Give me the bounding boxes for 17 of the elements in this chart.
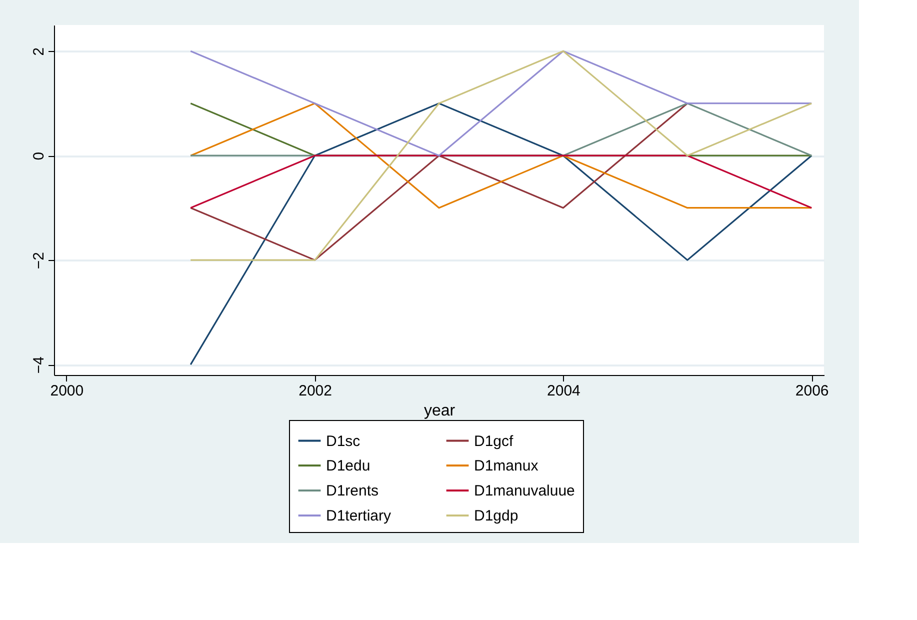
legend-label: D1edu (326, 458, 370, 474)
y-tick-label: −4 (30, 356, 48, 374)
legend-label: D1rents (326, 482, 379, 500)
legend-label: D1gcf (474, 432, 514, 450)
x-tick-label: 2000 (50, 382, 84, 400)
x-tick-label: 2004 (547, 382, 580, 400)
legend-label: D1tertiary (326, 508, 392, 524)
legend-label: D1sc (326, 432, 361, 450)
legend-label: D1manuvaluue (474, 482, 575, 500)
legend-label: D1manux (474, 458, 539, 474)
x-tick-label: 2006 (795, 382, 829, 400)
y-tick-label: −2 (30, 252, 48, 270)
x-axis-title: year (424, 402, 456, 420)
legend-label: D1gdp (474, 508, 518, 524)
y-tick-label: 2 (30, 47, 48, 56)
x-tick-label: 2002 (298, 382, 332, 400)
y-tick-label: 0 (30, 152, 48, 160)
